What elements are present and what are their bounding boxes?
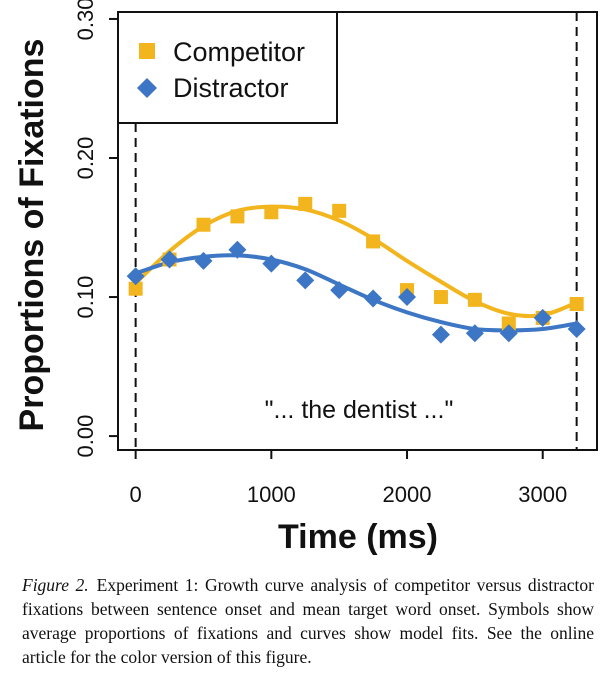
x-tick-label: 0	[130, 482, 142, 507]
marker-competitor	[467, 292, 482, 307]
x-tick-label: 2000	[383, 482, 432, 507]
marker-competitor	[196, 217, 211, 232]
caption-label: Figure 2.	[22, 575, 89, 595]
marker-distractor	[194, 251, 213, 270]
y-tick-label: 0.10	[73, 276, 98, 319]
figure-caption: Figure 2. Experiment 1: Growth curve anal…	[22, 573, 594, 669]
marker-distractor	[431, 325, 450, 344]
marker-distractor	[567, 320, 586, 339]
reference-lines	[134, 12, 578, 450]
chart: 0.00 0.10 0.20 0.30 0 1000 2000 3000 "... the …	[13, 0, 598, 556]
y-axis-title: Proportions of Fixations	[13, 39, 51, 432]
legend-marker-distractor	[137, 78, 157, 98]
marker-distractor	[160, 250, 179, 269]
legend-box	[117, 11, 338, 124]
caption-text: Experiment 1: Growth curve analysis of c…	[22, 575, 594, 667]
marker-distractor	[364, 289, 383, 308]
marker-distractor	[398, 288, 417, 307]
marker-distractor	[330, 281, 349, 300]
marker-competitor	[230, 209, 245, 224]
x-tick-label: 3000	[518, 482, 567, 507]
legend: Competitor Distractor	[117, 11, 338, 124]
x-axis: 0 1000 2000 3000	[130, 450, 567, 507]
marker-competitor	[128, 281, 143, 296]
marker-competitor	[366, 234, 381, 249]
marker-distractor	[228, 240, 247, 259]
marker-distractor	[262, 254, 281, 273]
marker-distractor	[533, 308, 552, 327]
marker-competitor	[433, 290, 448, 305]
legend-label-competitor: Competitor	[173, 37, 305, 67]
marker-competitor	[264, 205, 279, 220]
marker-distractor	[465, 324, 484, 343]
plot-frame	[117, 11, 598, 451]
marker-distractor	[499, 324, 518, 343]
y-tick-label: 0.30	[73, 0, 98, 40]
x-axis-title: Time (ms)	[278, 518, 438, 556]
y-tick-label: 0.00	[73, 415, 98, 458]
y-axis: 0.00 0.10 0.20 0.30	[73, 0, 118, 458]
marker-competitor	[569, 297, 584, 311]
annotation: "... the dentist ..."	[265, 396, 454, 424]
marker-distractor	[296, 271, 315, 290]
y-tick-label: 0.20	[73, 137, 98, 180]
legend-label-distractor: Distractor	[173, 73, 289, 103]
marker-competitor	[501, 316, 516, 331]
data-markers	[126, 196, 586, 344]
legend-marker-competitor	[139, 43, 155, 59]
marker-distractor	[126, 267, 145, 286]
marker-competitor	[332, 203, 347, 218]
x-tick-label: 1000	[247, 482, 296, 507]
marker-competitor	[298, 196, 313, 211]
